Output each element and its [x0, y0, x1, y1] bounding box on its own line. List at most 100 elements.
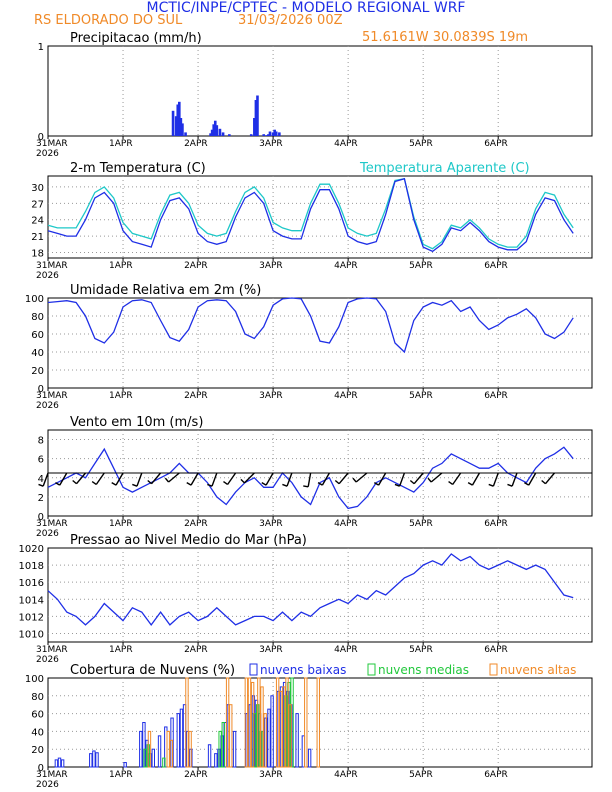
cloud-bar-0 [157, 735, 162, 768]
y-tick-label: 27 [31, 199, 44, 210]
y-tick-label: 1012 [19, 612, 44, 623]
wind-barb [59, 472, 68, 486]
cloud-bar-1 [221, 722, 225, 768]
wind-barb [528, 472, 537, 486]
x-tick-label: 1APR [109, 391, 133, 401]
panel-pressure: 31MAR 1APR 2APR 3APR 4APR 5APR 6APR 2026 1010 101… [19, 533, 593, 665]
cloud-bar-0 [207, 744, 212, 768]
wind-barb [378, 472, 387, 486]
precip-bar [221, 132, 225, 136]
wind-barb-flag [303, 485, 309, 488]
wind-barb [42, 472, 49, 487]
panel-temp: 31MAR 1APR 2APR 3APR 4APR 5APR 6APR 2026 18 21 24 2… [31, 161, 593, 281]
y-tick-label: 1020 [19, 544, 44, 555]
precip-bar [176, 104, 180, 136]
chart-header-location: RS ELDORADO DO SUL [34, 13, 183, 28]
x-tick-label: 6APR [484, 261, 508, 271]
x-tick-label: 4APR [334, 391, 358, 401]
x-year-label: 2026 [36, 149, 59, 159]
wind-barb [355, 472, 368, 483]
wind-barb-flag [55, 482, 61, 486]
y-tick-label: 60 [31, 710, 44, 721]
wind-barb-flag [394, 483, 400, 487]
precip-bar [209, 133, 212, 136]
x-tick-label: 2APR [184, 261, 208, 271]
wind-barb-flag [488, 483, 494, 487]
cloud-bar-0 [123, 762, 127, 768]
x-tick-label: 3APR [259, 645, 283, 655]
precip-bar [171, 110, 175, 136]
cloud-bar-1 [143, 748, 147, 768]
wind-barb-flag [164, 477, 170, 483]
x-tick-label: 6APR [484, 645, 508, 655]
y-tick-label: 30 [31, 183, 44, 194]
precip-bar [212, 124, 216, 136]
series-line-0 [47, 177, 574, 253]
cloud-bar-2 [304, 677, 308, 768]
precip-bar [265, 135, 269, 136]
cloud-bar-2 [147, 730, 152, 768]
precip-bar [273, 129, 276, 136]
x-tick-label: 4APR [334, 139, 358, 149]
panel-frame [47, 45, 593, 137]
cloud-bar-0 [179, 708, 184, 768]
y-tick-label: 1016 [19, 578, 44, 589]
y-tick-label: 2 [38, 493, 44, 504]
cloud-bar-0 [139, 730, 143, 768]
x-tick-label: 6APR [484, 139, 508, 149]
x-tick-label: 5APR [409, 391, 433, 401]
x-tick-label: 3APR [259, 519, 283, 529]
x-tick-label: 1APR [109, 645, 133, 655]
wind-barb [430, 472, 443, 483]
x-tick-label: 4APR [334, 261, 358, 271]
x-tick-label: 6APR [484, 770, 508, 780]
wind-barb-flag [373, 482, 380, 486]
wind-barb-flag [541, 479, 546, 485]
panel-precip: 31MAR 1APR 2APR 3APR 4APR 5APR 6APR 2026 0 1 Preci… [36, 31, 593, 159]
wind-barb [243, 472, 255, 484]
x-tick-label: 31MAR [36, 645, 68, 655]
panel-title: 2-m Temperatura (C) [70, 161, 206, 176]
precip-bar [254, 100, 258, 136]
cloud-bar-0 [176, 713, 181, 768]
panel-title: Umidade Relativa em 2m (%) [70, 283, 261, 298]
y-tick-label: 20 [31, 366, 44, 377]
x-tick-label: 1APR [109, 139, 133, 149]
legend-swatch [249, 663, 258, 676]
x-tick-label: 5APR [409, 139, 433, 149]
cloud-bar-0 [267, 708, 271, 768]
panel-title: Pressao ao Nivel Medio do Mar (hPa) [70, 533, 307, 548]
x-tick-label: 31MAR [36, 139, 68, 149]
y-tick-label: 6 [38, 455, 44, 466]
wind-barb-flag [507, 483, 513, 487]
wind-barb-flag [427, 477, 432, 483]
cloud-bar-2 [279, 690, 283, 768]
precip-bar [253, 118, 256, 136]
cloud-bar-2 [257, 677, 261, 768]
wind-barb [190, 472, 199, 486]
series-line-1 [47, 177, 574, 250]
precip-bar [271, 132, 275, 136]
cloud-bar-2 [188, 730, 192, 768]
wind-barb-flag [38, 483, 44, 487]
x-tick-label: 2APR [184, 645, 208, 655]
wind-barb [75, 472, 87, 485]
x-tick-label: 6APR [484, 391, 508, 401]
cloud-bar-2 [169, 739, 174, 768]
cloud-bar-2 [288, 704, 292, 768]
precip-bar [181, 123, 184, 136]
cloud-bar-0 [89, 753, 93, 768]
wind-barb [413, 472, 424, 485]
wind-barb [265, 472, 274, 486]
legend-label: nuvens altas [500, 663, 576, 677]
cloud-bar-2 [260, 686, 264, 768]
legend-label: nuvens medias [378, 663, 469, 677]
x-tick-label: 31MAR [36, 261, 68, 271]
panel-clouds: 31MAR 1APR 2APR 3APR 4APR 5APR 6APR 2026 0 20 40 60… [25, 663, 593, 790]
y-tick-label: 4 [38, 474, 44, 485]
y-tick-label: 80 [31, 312, 44, 323]
panel-title: Cobertura de Nuvens (%) [70, 663, 235, 678]
cloud-bar-2 [263, 713, 267, 768]
x-year-label: 2026 [36, 529, 59, 539]
cloud-bar-2 [244, 677, 249, 768]
